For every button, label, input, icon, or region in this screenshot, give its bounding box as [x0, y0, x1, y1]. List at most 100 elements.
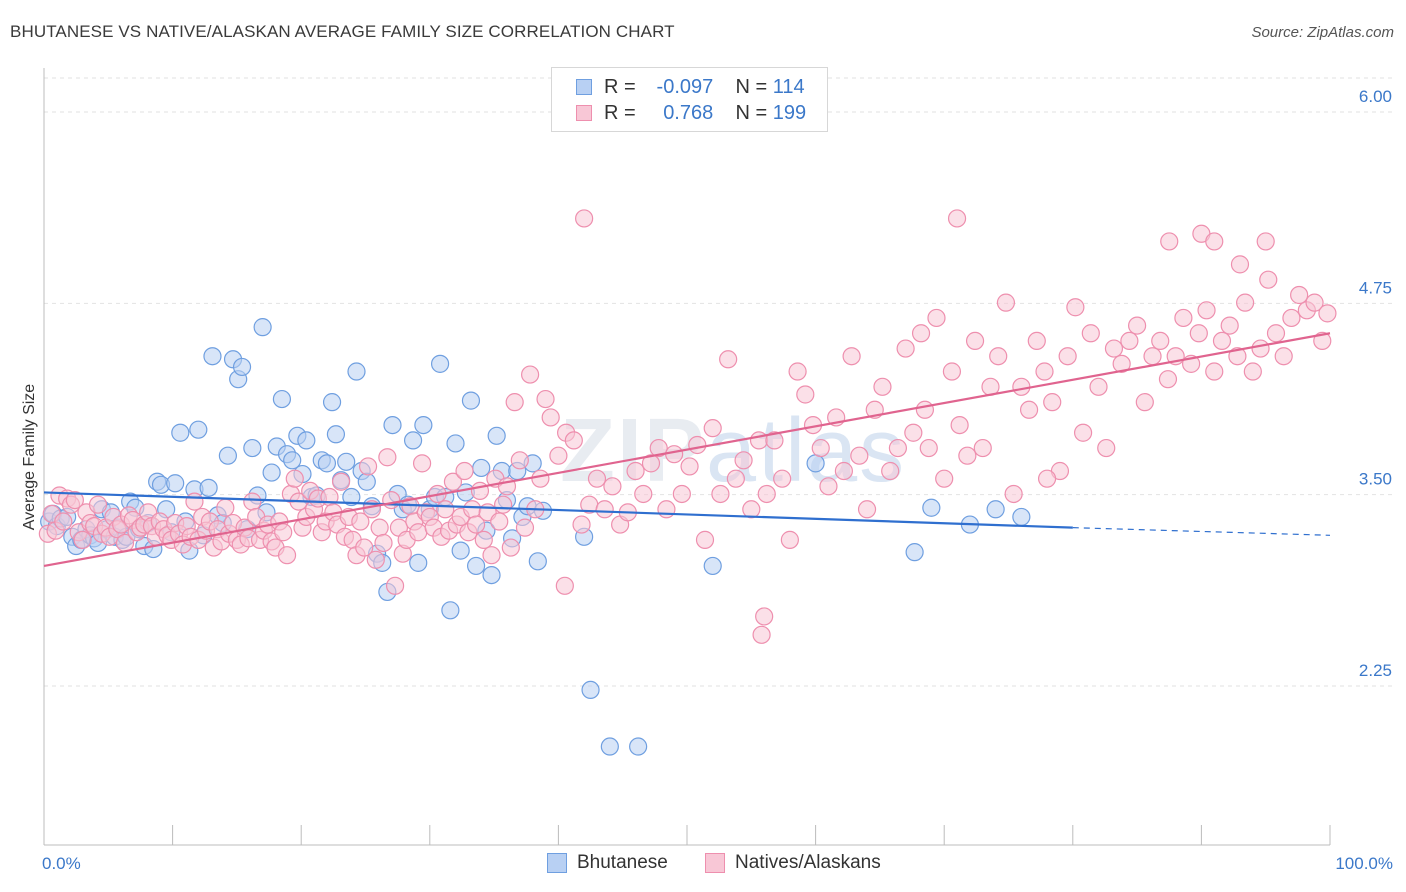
bhutanese-point	[466, 556, 486, 576]
bhutanese-point	[166, 474, 185, 493]
natives-point	[536, 389, 555, 409]
natives-point	[915, 400, 935, 419]
natives-point	[374, 533, 393, 553]
legend-r-label: R =	[604, 101, 636, 124]
natives-point	[1197, 301, 1216, 320]
natives-point	[665, 445, 684, 464]
tick-labels: 2.25 3.50 4.75 6.00 0.0% 100.0%	[42, 87, 1393, 873]
bhutanese-point	[203, 347, 222, 366]
legend-row-natives: R = 0.768 N = 199	[576, 101, 806, 125]
natives-point	[1266, 324, 1286, 343]
natives-point	[1305, 293, 1324, 312]
legend-item-natives: Natives/Alaskans	[705, 852, 881, 874]
bhutanese-point	[403, 431, 423, 450]
legend-swatch-bhutanese	[576, 79, 592, 95]
natives-point	[331, 472, 351, 491]
legend-item-bhutanese: Bhutanese	[547, 852, 668, 874]
natives-point	[1205, 362, 1224, 381]
natives-point	[989, 347, 1008, 366]
natives-point	[1158, 370, 1178, 389]
natives-point	[505, 393, 524, 412]
natives-point	[378, 448, 397, 467]
natives-point	[726, 469, 745, 488]
legend-row-bhutanese: R = -0.097 N = 114	[576, 75, 805, 99]
bhutanese-point	[262, 463, 281, 482]
natives-point	[555, 576, 574, 595]
natives-point	[719, 350, 738, 369]
natives-point	[1230, 255, 1250, 274]
natives-point	[1174, 308, 1193, 328]
y-tick-label: 4.75	[1359, 278, 1392, 297]
natives-point	[788, 362, 807, 381]
natives-point	[515, 518, 535, 537]
natives-point	[1104, 339, 1124, 358]
bhutanese-point	[581, 680, 600, 699]
natives-point	[277, 546, 297, 565]
bhutanese-point	[472, 458, 491, 478]
natives-point	[541, 408, 560, 427]
natives-point	[672, 484, 691, 504]
natives-point	[1236, 293, 1255, 312]
natives-point	[765, 431, 784, 450]
axes	[43, 68, 1331, 846]
natives-point	[274, 523, 293, 542]
natives-point	[412, 454, 432, 473]
natives-point	[455, 461, 474, 481]
natives-point	[942, 362, 962, 381]
natives-point	[603, 477, 622, 496]
natives-point	[1143, 347, 1162, 366]
natives-point	[857, 500, 877, 519]
natives-point	[688, 435, 707, 455]
natives-point	[888, 438, 908, 458]
bhutanese-point	[441, 601, 460, 620]
bhutanese-point	[629, 737, 648, 756]
bhutanese-point	[430, 354, 450, 373]
bhutanese-point	[451, 541, 470, 560]
bhutanese-point	[272, 389, 292, 409]
trend-line-bhutanese-extension	[1072, 527, 1331, 536]
x-tick-label: 100.0%	[1335, 854, 1393, 873]
natives-point	[1127, 316, 1147, 335]
bhutanese-point	[253, 318, 272, 337]
natives-point	[1043, 393, 1062, 412]
natives-point	[549, 446, 568, 465]
natives-point	[1135, 393, 1154, 412]
natives-point	[1259, 270, 1278, 289]
natives-point	[351, 512, 370, 531]
natives-point	[1189, 324, 1208, 343]
bhutanese-point	[806, 454, 825, 473]
bhutanese-point	[326, 425, 346, 444]
natives-point	[649, 438, 668, 458]
natives-point	[634, 484, 653, 504]
bhutanese-point	[297, 431, 316, 450]
natives-point	[757, 484, 776, 504]
natives-point	[409, 523, 428, 542]
natives-point	[1228, 347, 1247, 366]
natives-point	[911, 324, 931, 343]
natives-point	[1019, 400, 1039, 419]
natives-point	[366, 550, 385, 569]
natives-point	[896, 339, 915, 358]
legend-swatch-natives	[576, 105, 592, 121]
natives-point	[1282, 308, 1301, 328]
natives-point	[243, 492, 262, 511]
natives-point	[382, 490, 401, 510]
natives-point	[385, 576, 405, 595]
natives-point	[919, 438, 938, 458]
natives-point	[482, 546, 501, 565]
legend-swatch-bhutanese	[547, 853, 567, 873]
natives-point	[564, 431, 583, 450]
natives-point	[657, 500, 676, 519]
natives-point	[1205, 232, 1224, 251]
natives-point	[474, 530, 493, 549]
natives-point	[285, 469, 304, 488]
natives-point	[587, 469, 607, 488]
bhutanese-point	[446, 434, 465, 453]
correlation-legend: R = -0.097 N = 114 R = 0.768 N = 199	[551, 67, 828, 132]
legend-r-label: R =	[604, 75, 636, 98]
natives-point	[904, 423, 923, 442]
natives-point	[695, 530, 715, 549]
natives-point	[734, 451, 753, 470]
bhutanese-point	[317, 454, 337, 473]
natives-point	[370, 518, 389, 537]
